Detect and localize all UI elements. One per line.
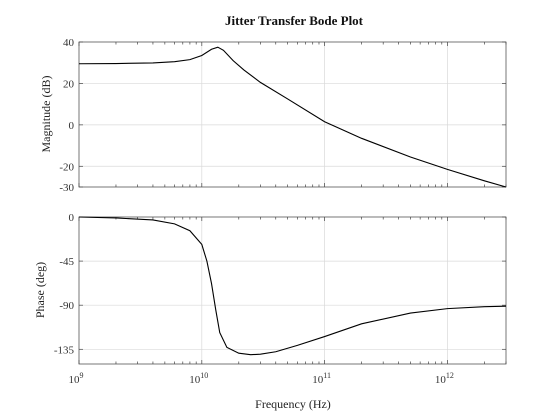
chart-title: Jitter Transfer Bode Plot bbox=[225, 13, 364, 28]
mag-series-line bbox=[78, 46, 507, 188]
x-tick-label: 1012 bbox=[435, 371, 454, 386]
phase-series-line bbox=[78, 216, 507, 356]
mag-ytick-label: -20 bbox=[59, 161, 74, 173]
mag-ytick-label: 20 bbox=[63, 78, 75, 90]
mag-axes-frame bbox=[78, 41, 507, 188]
magnitude-axis-label: Magnitude (dB) bbox=[39, 76, 53, 153]
x-tick-label: 109 bbox=[69, 371, 84, 386]
phase-axes-frame bbox=[78, 216, 507, 365]
phase-plot: 0 -45 -90 -135 109 1010 1011 1012 bbox=[54, 212, 507, 386]
phase-ytick-label: 0 bbox=[69, 212, 75, 224]
frequency-axis-label: Frequency (Hz) bbox=[255, 397, 331, 411]
mag-ytick-label: -30 bbox=[59, 182, 74, 194]
phase-ytick-label: -45 bbox=[59, 256, 74, 268]
phase-ytick-label: -90 bbox=[59, 300, 74, 312]
x-tick-label: 1011 bbox=[312, 371, 331, 386]
x-tick-label: 1010 bbox=[189, 371, 208, 386]
mag-ytick-label: 40 bbox=[63, 37, 75, 49]
phase-axis-label: Phase (deg) bbox=[33, 262, 47, 318]
phase-ytick-label: -135 bbox=[54, 344, 75, 356]
magnitude-plot: 40 20 0 -20 -30 bbox=[59, 37, 507, 194]
mag-ytick-label: 0 bbox=[69, 120, 75, 132]
